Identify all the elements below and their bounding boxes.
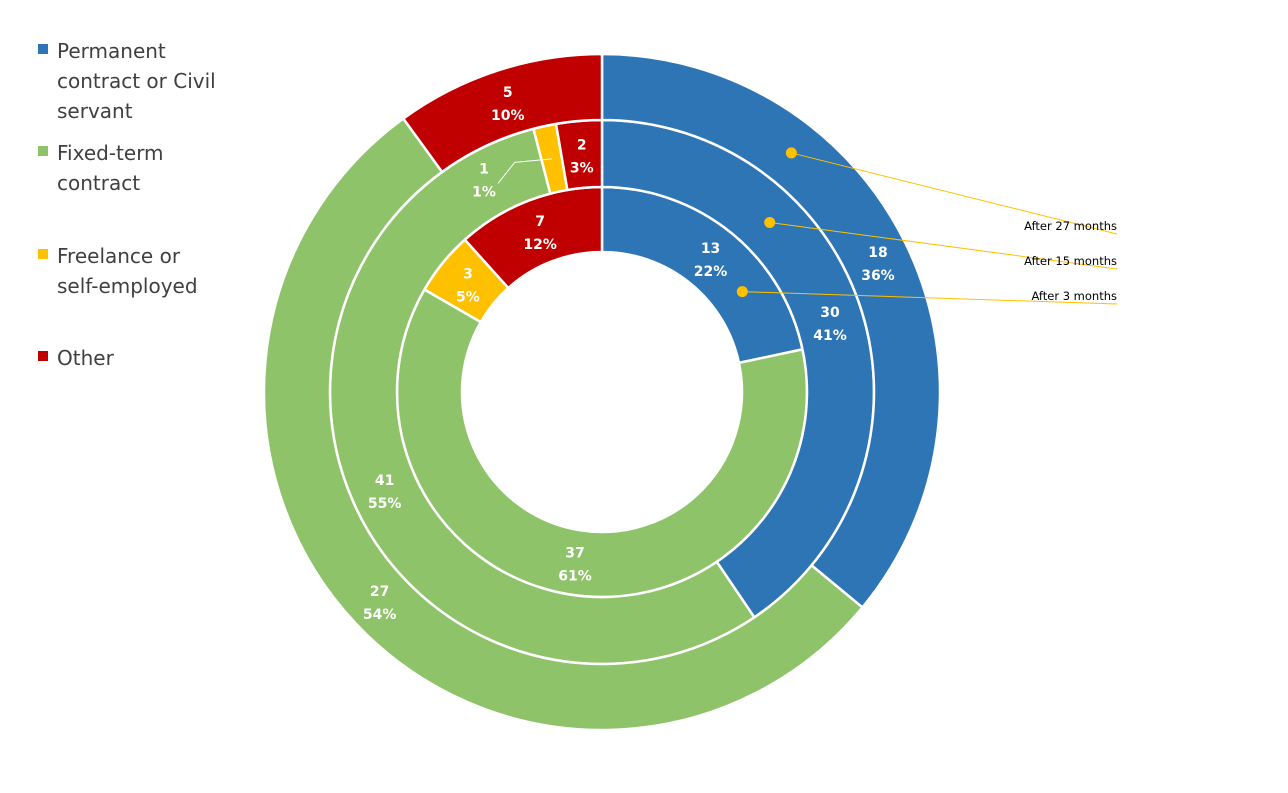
label-15-months-fixed-term: 41 55%	[368, 473, 402, 512]
legend-label-freelance: Freelance or self-employed	[57, 244, 198, 298]
callout-line-3-months	[742, 291, 1118, 305]
callout-dot-27-months	[785, 147, 797, 159]
legend-swatch-fixed-term	[38, 146, 48, 156]
label-3-months-other: 7 12%	[523, 214, 557, 253]
callout-dot-3-months	[736, 286, 748, 298]
label-15-months-permanent: 30 41%	[813, 305, 847, 344]
legend-label-fixed-term: Fixed-term contract	[57, 141, 164, 195]
label-15-months-other: 2 3%	[570, 137, 594, 176]
legend-swatch-permanent	[38, 44, 48, 54]
ring-callouts: After 27 months After 15 months After 3 mo…	[736, 147, 1118, 305]
callout-dot-15-months	[764, 216, 776, 228]
segment-labels: 13 22% 37 61% 3 5% 7 12% 30 41% 41 55% 1 1% 2 3% 18 36% 27…	[363, 85, 895, 623]
callout-label-3-months: After 3 months	[1031, 289, 1117, 303]
legend-swatch-freelance	[38, 249, 48, 259]
legend-label-other: Other	[57, 346, 114, 370]
leader-line-15-months-freelance	[497, 158, 552, 184]
callout-label-27-months: After 27 months	[1024, 219, 1117, 233]
legend-swatch-other	[38, 351, 48, 361]
callout-line-27-months	[791, 152, 1118, 235]
doughnut-rings	[262, 52, 942, 732]
label-15-months-freelance: 1 1%	[472, 161, 496, 200]
label-27-months-fixed-term: 27 54%	[363, 584, 397, 623]
label-27-months-other: 5 10%	[491, 85, 525, 124]
segment-27-months-permanent	[600, 52, 942, 610]
label-3-months-permanent: 13 22%	[694, 241, 728, 280]
label-3-months-freelance: 3 5%	[456, 266, 480, 305]
label-3-months-fixed-term: 37 61%	[558, 545, 592, 584]
segment-27-months-other	[401, 52, 604, 174]
callout-label-15-months: After 15 months	[1024, 254, 1117, 268]
legend-label-permanent: Permanent contract or Civil servant	[57, 39, 216, 123]
label-27-months-permanent: 18 36%	[861, 245, 895, 284]
callout-line-15-months	[769, 221, 1118, 270]
segment-27-months-fixed-term	[262, 116, 865, 732]
